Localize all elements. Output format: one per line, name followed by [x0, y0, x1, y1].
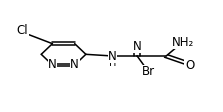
Text: Br: Br	[142, 65, 155, 78]
Text: O: O	[185, 59, 194, 72]
Text: NH₂: NH₂	[172, 36, 194, 48]
Text: N: N	[48, 58, 57, 71]
Text: N: N	[133, 40, 142, 53]
Text: N: N	[108, 50, 117, 62]
Text: Cl: Cl	[17, 24, 28, 37]
Text: N: N	[70, 58, 79, 71]
Text: H: H	[109, 58, 116, 68]
